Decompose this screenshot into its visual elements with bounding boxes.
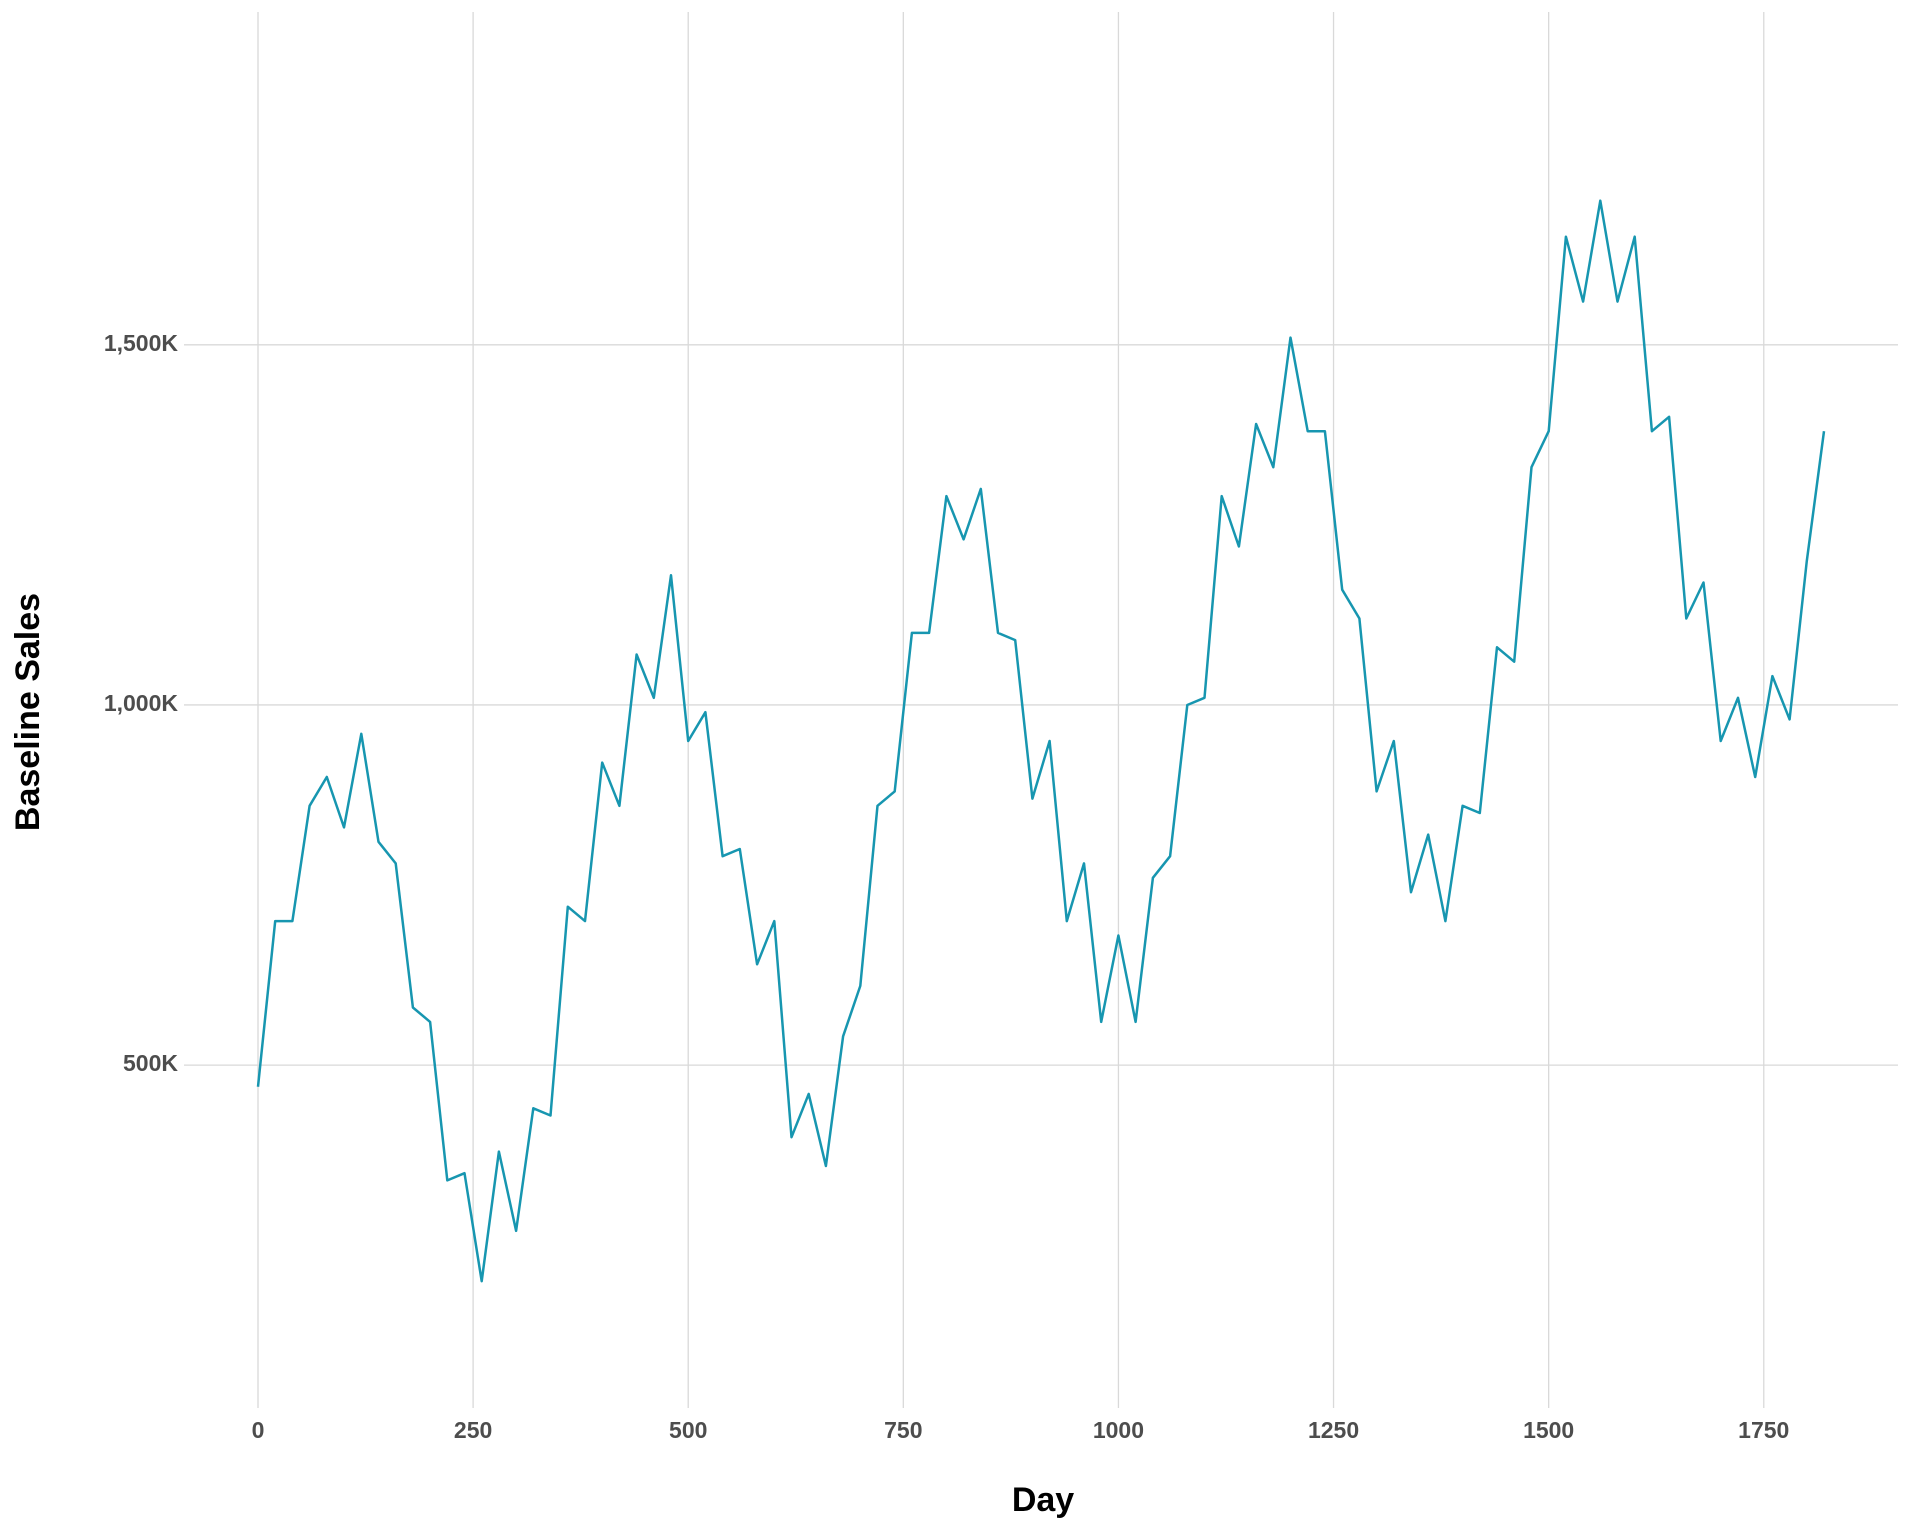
y-axis-title: Baseline Sales: [9, 593, 47, 831]
x-tick-label: 0: [252, 1417, 265, 1443]
x-tick-label: 500: [669, 1417, 707, 1443]
x-tick-label: 750: [884, 1417, 922, 1443]
y-tick-label: 1,500K: [104, 330, 179, 356]
line-series: [256, 199, 1826, 1283]
x-axis-title: Day: [1012, 1481, 1074, 1519]
y-tick-label: 500K: [123, 1050, 178, 1076]
x-tick-label: 1000: [1093, 1417, 1144, 1443]
x-tick-label: 1750: [1738, 1417, 1789, 1443]
x-tick-label: 1500: [1523, 1417, 1574, 1443]
x-tick-label: 1250: [1308, 1417, 1359, 1443]
y-tick-label: 1,000K: [104, 690, 179, 716]
x-tick-label: 250: [454, 1417, 492, 1443]
